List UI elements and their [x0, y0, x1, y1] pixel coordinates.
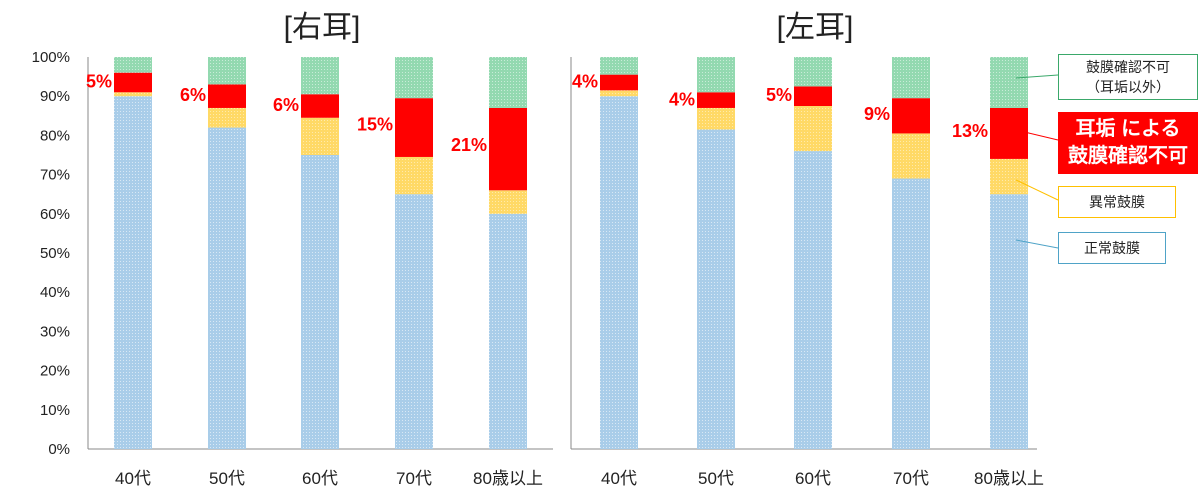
data-label: 5%	[86, 72, 112, 92]
bar-segment-normal	[990, 194, 1028, 449]
bar-segment-other	[697, 57, 735, 93]
y-tick-label: 90%	[40, 88, 70, 105]
x-tick-label: 70代	[396, 469, 432, 488]
bar-segment-earwax	[489, 107, 527, 191]
bar-segment-earwax	[794, 86, 832, 106]
bar-segment-abnormal	[208, 107, 246, 128]
data-label: 15%	[357, 115, 393, 135]
data-label: 9%	[864, 104, 890, 124]
bar-segment-other	[114, 57, 152, 73]
legend-earwax-line1: 耳垢 による	[1075, 118, 1181, 140]
legend-earwax: 耳垢 による 鼓膜確認不可	[1058, 112, 1198, 174]
x-tick-label: 60代	[795, 469, 831, 488]
bar-segment-normal	[208, 127, 246, 449]
bar-segment-normal	[489, 213, 527, 449]
x-tick-label: 80歳以上	[473, 469, 543, 488]
bar-segment-other	[794, 57, 832, 87]
y-tick-label: 100%	[32, 49, 70, 66]
panel-title-0: [右耳]	[284, 11, 361, 44]
chart-panel-0: [右耳] 0% 10% 20% 30% 40% 50% 60% 70% 80% 90% 100% 5% 4…	[32, 11, 553, 488]
y-tick-label: 40%	[40, 284, 70, 301]
legend-normal: 正常鼓膜	[1058, 232, 1166, 264]
panel-title-1: [左耳]	[777, 11, 854, 44]
legend-other: 鼓膜確認不可 （耳垢以外）	[1058, 54, 1198, 100]
y-tick-label: 10%	[40, 402, 70, 419]
legend-other-line2: （耳垢以外）	[1086, 79, 1170, 95]
bar-segment-earwax	[301, 94, 339, 118]
legend-leader-line	[1015, 179, 1059, 201]
bar-segment-abnormal	[990, 158, 1028, 195]
bar-segment-earwax	[990, 107, 1028, 159]
data-label: 5%	[766, 85, 792, 105]
bar-segment-other	[489, 57, 527, 108]
y-tick-label: 60%	[40, 206, 70, 223]
bar-segment-abnormal	[794, 106, 832, 152]
y-tick-label: 30%	[40, 323, 70, 340]
bar-segment-earwax	[208, 84, 246, 108]
bar-segment-abnormal	[489, 190, 527, 214]
legend-leader-line	[1015, 239, 1059, 249]
x-tick-label: 80歳以上	[974, 469, 1044, 488]
bar-segment-normal	[600, 96, 638, 449]
x-tick-label: 40代	[115, 469, 151, 488]
legend-other-line1: 鼓膜確認不可	[1086, 59, 1170, 75]
bar-segment-other	[600, 57, 638, 75]
bar-segment-normal	[395, 194, 433, 449]
data-label: 6%	[273, 95, 299, 115]
bar-segment-abnormal	[301, 117, 339, 155]
bar-segment-normal	[892, 178, 930, 449]
data-label: 4%	[669, 89, 695, 109]
x-tick-label: 60代	[302, 469, 338, 488]
bar-segment-abnormal	[395, 156, 433, 195]
y-tick-label: 80%	[40, 127, 70, 144]
bar-segment-other	[892, 57, 930, 99]
legend-earwax-line2: 鼓膜確認不可	[1068, 145, 1188, 167]
bar-segment-normal	[301, 155, 339, 449]
x-tick-label: 50代	[698, 469, 734, 488]
bar-segment-earwax	[892, 98, 930, 134]
chart-root: [右耳] 0% 10% 20% 30% 40% 50% 60% 70% 80% 90% 100% 5% 4…	[32, 11, 1059, 488]
legend-abnormal: 異常鼓膜	[1058, 186, 1176, 218]
data-label: 4%	[572, 72, 598, 92]
y-tick-label: 50%	[40, 245, 70, 262]
chart-panel-1: [左耳] 4% 40代 4% 50代 5% 60代 9% 70代 13% 80歳以上	[570, 11, 1059, 488]
data-label: 13%	[952, 121, 988, 141]
bar-segment-other	[395, 57, 433, 99]
bar-segment-normal	[697, 129, 735, 449]
legend-normal-label: 正常鼓膜	[1084, 240, 1140, 256]
bar-segment-other	[990, 57, 1028, 108]
legend-abnormal-label: 異常鼓膜	[1089, 194, 1145, 210]
bar-segment-other	[301, 57, 339, 95]
y-tick-label: 20%	[40, 363, 70, 380]
x-tick-label: 50代	[209, 469, 245, 488]
bar-segment-earwax	[395, 98, 433, 157]
bar-segment-earwax	[114, 72, 152, 93]
bar-segment-abnormal	[697, 107, 735, 130]
y-tick-label: 0%	[48, 441, 70, 458]
bar-segment-earwax	[697, 92, 735, 108]
data-label: 21%	[451, 135, 487, 155]
bar-segment-other	[208, 57, 246, 85]
bar-segment-abnormal	[600, 90, 638, 97]
bar-segment-abnormal	[892, 133, 930, 179]
y-tick-label: 70%	[40, 167, 70, 184]
legend-leader-line	[1015, 129, 1059, 141]
bar-segment-normal	[794, 151, 832, 449]
bar-segment-normal	[114, 96, 152, 449]
x-tick-label: 40代	[601, 469, 637, 488]
legend-leader-line	[1015, 74, 1059, 79]
bar-segment-earwax	[600, 74, 638, 91]
bar-segment-abnormal	[114, 92, 152, 97]
x-tick-label: 70代	[893, 469, 929, 488]
data-label: 6%	[180, 85, 206, 105]
